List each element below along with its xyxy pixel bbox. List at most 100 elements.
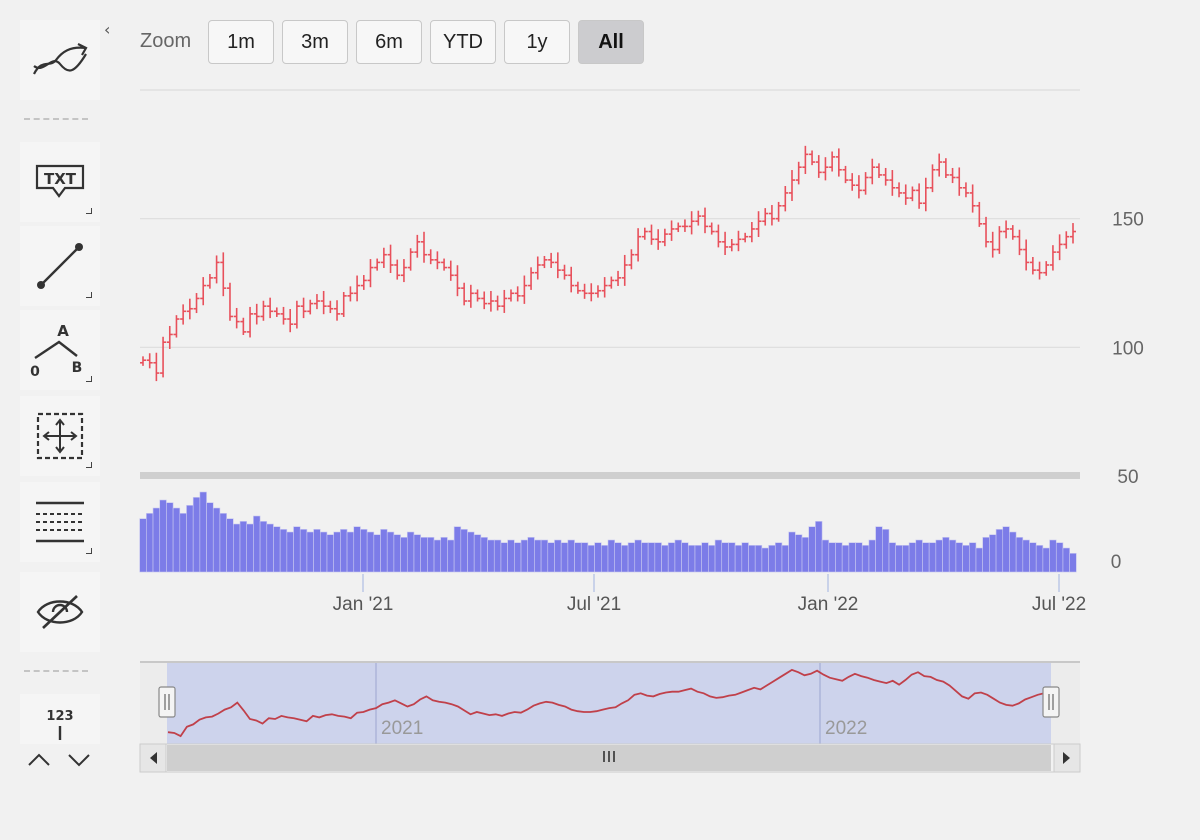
svg-text:A: A bbox=[57, 322, 69, 340]
tool-move[interactable] bbox=[20, 396, 100, 476]
ohlc-bar bbox=[454, 265, 461, 297]
price-gridlines bbox=[140, 89, 1080, 348]
ohlc-bar bbox=[260, 300, 267, 321]
volume-bar bbox=[714, 539, 723, 573]
ohlc-bar bbox=[788, 170, 795, 201]
volume-bar bbox=[447, 539, 455, 573]
volume-bar bbox=[567, 539, 575, 573]
volume-bar bbox=[233, 523, 241, 573]
ohlc-bar bbox=[494, 295, 501, 311]
ohlc-bar bbox=[501, 289, 508, 313]
volume-bar bbox=[453, 526, 462, 573]
collapse-toolbar-icon[interactable]: ‹ bbox=[104, 20, 111, 39]
scroll-down-icon[interactable] bbox=[66, 750, 92, 770]
volume-bar bbox=[902, 545, 910, 573]
tool-text-annotation[interactable]: TXT bbox=[20, 142, 100, 222]
volume-bar bbox=[962, 545, 970, 573]
navigator-handle-left[interactable] bbox=[158, 686, 176, 718]
volume-bar bbox=[841, 545, 850, 573]
volume-bar bbox=[948, 539, 957, 573]
volume-bar bbox=[480, 537, 488, 573]
ohlc-bar bbox=[782, 185, 789, 212]
ohlc-bar bbox=[541, 255, 548, 269]
ohlc-bar bbox=[708, 222, 715, 235]
volume-bar bbox=[306, 531, 314, 573]
volume-bar bbox=[882, 529, 890, 573]
volume-bar bbox=[601, 545, 609, 573]
volume-bar bbox=[219, 513, 227, 573]
volume-bar bbox=[514, 542, 522, 573]
volume-bar bbox=[172, 507, 181, 573]
pane-separator[interactable] bbox=[140, 472, 1080, 479]
zoom-6m-button[interactable]: 6m bbox=[356, 20, 422, 64]
ohlc-bar bbox=[675, 222, 682, 233]
ohlc-bar bbox=[434, 251, 441, 270]
volume-bar bbox=[226, 518, 234, 573]
ohlc-bar bbox=[902, 184, 909, 205]
volume-bar bbox=[922, 542, 930, 573]
tool-fibonacci[interactable] bbox=[20, 482, 100, 562]
zoom-1y-button[interactable]: 1y bbox=[504, 20, 570, 64]
volume-bar bbox=[915, 539, 923, 573]
ohlc-bar bbox=[233, 307, 240, 329]
ohlc-bar bbox=[173, 315, 180, 338]
ohlc-bar bbox=[487, 290, 494, 312]
navigator[interactable]: 2021 2022 bbox=[140, 661, 1080, 744]
volume-bar bbox=[1055, 542, 1064, 573]
ohlc-bar bbox=[300, 297, 307, 319]
ohlc-bar bbox=[862, 172, 869, 195]
volume-bar bbox=[968, 542, 977, 573]
scroll-up-icon[interactable] bbox=[26, 750, 52, 770]
ohlc-bar bbox=[855, 175, 862, 199]
volume-tick-label: 0 bbox=[1111, 552, 1122, 573]
x-tick-label: Jul '22 bbox=[1032, 594, 1086, 615]
ohlc-bar bbox=[956, 167, 963, 196]
ohlc-bar bbox=[313, 294, 320, 310]
volume-bar bbox=[681, 542, 689, 573]
volume-bar bbox=[975, 547, 983, 573]
volume-bar bbox=[192, 497, 201, 573]
volume-bar bbox=[1035, 545, 1044, 573]
navigator-handle-right[interactable] bbox=[1042, 686, 1060, 718]
volume-bar bbox=[989, 534, 997, 573]
volume-bar bbox=[781, 545, 789, 573]
volume-bar bbox=[955, 542, 963, 573]
ohlc-bar bbox=[916, 183, 923, 209]
scroll-right-button[interactable] bbox=[1053, 743, 1081, 773]
volume-bar bbox=[440, 537, 448, 573]
ohlc-bar bbox=[681, 219, 688, 232]
tool-line[interactable] bbox=[20, 226, 100, 306]
volume-bar bbox=[587, 545, 595, 573]
volume-bar bbox=[420, 537, 428, 573]
volume-bar bbox=[694, 545, 702, 573]
volume-bar bbox=[828, 542, 836, 573]
ohlc-bar bbox=[635, 228, 642, 262]
volume-bar bbox=[721, 542, 729, 573]
ohlc-bar bbox=[400, 259, 407, 283]
navigator-selected-range[interactable] bbox=[167, 663, 1051, 744]
volume-bar bbox=[1002, 526, 1010, 573]
ohlc-bar bbox=[380, 247, 387, 268]
zoom-ytd-button[interactable]: YTD bbox=[430, 20, 496, 64]
tool-current-price[interactable]: 123 bbox=[20, 694, 100, 744]
volume-bar bbox=[667, 542, 676, 573]
ohlc-bar bbox=[327, 300, 334, 314]
ohlc-bar bbox=[407, 248, 414, 271]
tool-measure[interactable]: A 0 B bbox=[20, 310, 100, 390]
zoom-all-button[interactable]: All bbox=[578, 20, 644, 64]
volume-bar bbox=[333, 531, 341, 573]
tool-indicators[interactable] bbox=[20, 20, 100, 100]
volume-bar bbox=[212, 507, 221, 573]
zoom-3m-button[interactable]: 3m bbox=[282, 20, 348, 64]
ohlc-bar bbox=[1029, 257, 1036, 275]
zoom-1m-button[interactable]: 1m bbox=[208, 20, 274, 64]
volume-bar bbox=[346, 531, 355, 573]
ohlc-bar bbox=[200, 277, 207, 306]
tool-hide[interactable] bbox=[20, 572, 100, 652]
volume-bar bbox=[560, 542, 569, 573]
scrollbar[interactable] bbox=[139, 743, 1081, 773]
ohlc-bar bbox=[581, 283, 588, 299]
ohlc-bar bbox=[735, 230, 742, 252]
ohlc-bar bbox=[514, 286, 521, 302]
volume-bar bbox=[895, 545, 903, 573]
